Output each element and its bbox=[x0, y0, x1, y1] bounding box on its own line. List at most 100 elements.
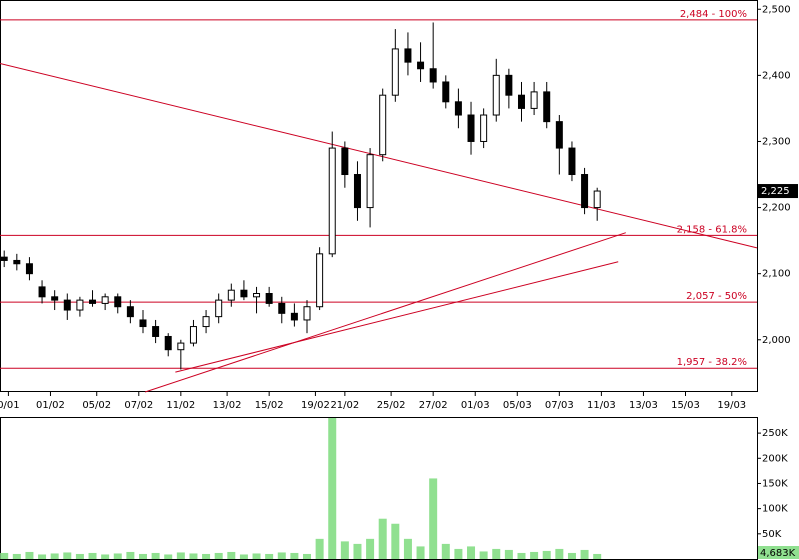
x-tick-label: 07/03 bbox=[545, 400, 574, 411]
volume-bar bbox=[441, 543, 450, 559]
volume-bar bbox=[416, 546, 425, 559]
volume-bar bbox=[50, 553, 59, 559]
volume-bar bbox=[593, 553, 602, 559]
last-volume-box bbox=[758, 546, 799, 559]
candle-body bbox=[505, 74, 513, 96]
candle-body bbox=[517, 94, 525, 109]
x-tick-label: 01/02 bbox=[36, 400, 65, 411]
trend-line bbox=[144, 232, 626, 393]
volume-bar bbox=[504, 549, 513, 559]
volume-bar bbox=[126, 551, 135, 559]
candle-body bbox=[253, 293, 261, 298]
last-price-label: 2,225 bbox=[761, 186, 790, 197]
x-tick-label: 05/02 bbox=[82, 400, 111, 411]
candle-body bbox=[316, 253, 324, 308]
volume-bar bbox=[492, 548, 501, 559]
candle-body bbox=[417, 61, 425, 70]
y-tick-label: 100K bbox=[762, 504, 788, 515]
candle-body bbox=[0, 256, 8, 261]
x-tick-label: 05/03 bbox=[503, 400, 532, 411]
trend-line bbox=[175, 261, 619, 373]
candle-body bbox=[480, 114, 488, 142]
volume-bar bbox=[25, 551, 34, 559]
volume-bar bbox=[429, 478, 438, 559]
candle-body bbox=[63, 299, 71, 311]
y-tick-label: 250K bbox=[762, 428, 788, 439]
y-tick-label: 50K bbox=[762, 529, 782, 540]
x-tick-label: 15/02 bbox=[255, 400, 284, 411]
x-tick-label: 01/03 bbox=[461, 400, 490, 411]
x-tick-label: 27/02 bbox=[419, 400, 448, 411]
last-price-box bbox=[758, 184, 798, 199]
x-tick-label: 13/02 bbox=[213, 400, 242, 411]
candle-body bbox=[164, 335, 172, 351]
volume-bar bbox=[214, 552, 223, 559]
y-tick-label: 2,500 bbox=[762, 4, 791, 15]
volume-bar bbox=[12, 553, 21, 559]
volume-bar bbox=[277, 552, 286, 559]
x-tick-label: 07/02 bbox=[124, 400, 153, 411]
candle-body bbox=[543, 91, 551, 123]
volume-bar bbox=[113, 553, 122, 559]
candle-body bbox=[227, 289, 235, 301]
candle-body bbox=[366, 154, 374, 209]
candle-body bbox=[240, 289, 248, 298]
candle-body bbox=[189, 326, 197, 344]
candle-body bbox=[568, 147, 576, 176]
price-panel bbox=[0, 0, 758, 392]
y-tick-label: 2,200 bbox=[762, 203, 791, 214]
y-tick-label: 2,100 bbox=[762, 269, 791, 280]
volume-bar bbox=[454, 548, 463, 559]
candle-body bbox=[25, 263, 33, 275]
candle-body bbox=[379, 94, 387, 156]
volume-bar bbox=[479, 551, 488, 559]
candle-body bbox=[581, 174, 589, 209]
volume-bar bbox=[542, 550, 551, 559]
volume-bar bbox=[303, 553, 312, 559]
candle-body bbox=[391, 48, 399, 96]
trend-line bbox=[0, 62, 758, 249]
x-tick-label: 19/02 bbox=[301, 400, 330, 411]
volume-bar bbox=[138, 553, 147, 559]
volume-bar bbox=[252, 553, 261, 559]
x-tick-label: 25/02 bbox=[377, 400, 406, 411]
y-tick-label: 2,000 bbox=[762, 335, 791, 346]
x-tick-label: 11/02 bbox=[166, 400, 195, 411]
x-tick-label: 13/03 bbox=[629, 400, 658, 411]
volume-bar bbox=[567, 552, 576, 559]
candle-body bbox=[265, 293, 273, 304]
volume-bar bbox=[239, 554, 248, 559]
volume-bar bbox=[530, 551, 539, 559]
y-tick-label: 2,400 bbox=[762, 70, 791, 81]
candle-body bbox=[89, 299, 97, 304]
candle-body bbox=[38, 286, 46, 298]
candle-body bbox=[454, 101, 462, 116]
volume-bar bbox=[227, 551, 236, 559]
last-volume-label: 4,683K bbox=[760, 548, 796, 559]
candle-body bbox=[303, 306, 311, 321]
candle-body bbox=[152, 326, 160, 337]
candle-body bbox=[353, 174, 361, 209]
candle-body bbox=[101, 296, 109, 304]
candle-body bbox=[593, 190, 601, 209]
candle-body bbox=[442, 81, 450, 103]
y-tick-label: 150K bbox=[762, 478, 788, 489]
volume-bar bbox=[378, 518, 387, 559]
x-tick-label: 15/03 bbox=[671, 400, 700, 411]
candle-body bbox=[126, 306, 134, 318]
candle-body bbox=[202, 316, 210, 328]
volume-bar bbox=[517, 552, 526, 559]
volume-bar bbox=[391, 523, 400, 559]
volume-bar bbox=[75, 553, 84, 559]
candle-body bbox=[51, 296, 59, 301]
x-tick-label: 19/03 bbox=[717, 400, 746, 411]
candle-body bbox=[139, 319, 147, 328]
volume-bar bbox=[580, 549, 589, 559]
candle-body bbox=[328, 147, 336, 255]
volume-bar bbox=[202, 553, 211, 559]
volume-bar bbox=[555, 548, 564, 559]
volume-bar bbox=[63, 552, 72, 559]
volume-bar bbox=[176, 552, 185, 559]
candle-body bbox=[215, 299, 223, 318]
